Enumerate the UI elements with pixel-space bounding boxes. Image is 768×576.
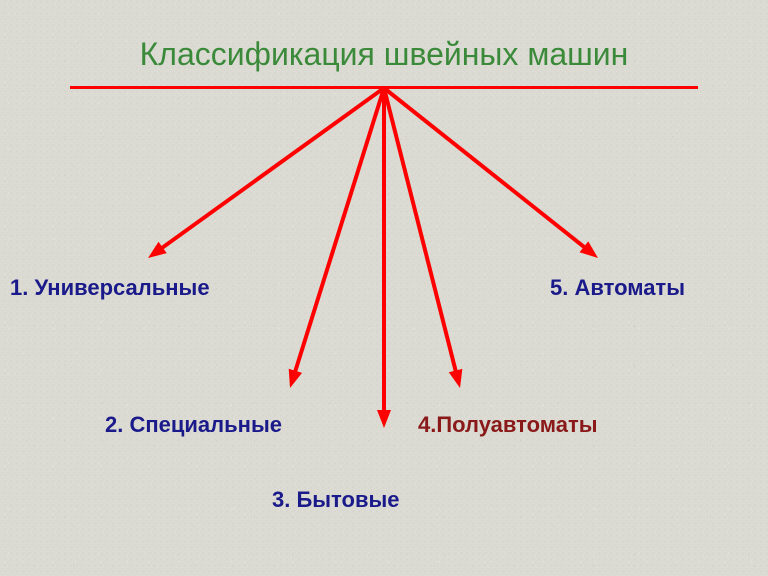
arrow-head-2 (289, 369, 302, 388)
arrow-line-1 (157, 88, 384, 252)
node-n5: 5. Автоматы (550, 275, 685, 301)
arrow-line-4 (384, 88, 457, 378)
node-n4: 4.Полуавтоматы (418, 412, 598, 438)
node-n1: 1. Универсальные (10, 275, 210, 301)
arrow-line-5 (384, 88, 590, 251)
arrow-line-2 (293, 88, 384, 378)
node-n2: 2. Специальные (105, 412, 282, 438)
arrow-head-3 (377, 410, 391, 428)
node-n3: 3. Бытовые (272, 487, 400, 513)
arrow-head-4 (449, 369, 463, 388)
